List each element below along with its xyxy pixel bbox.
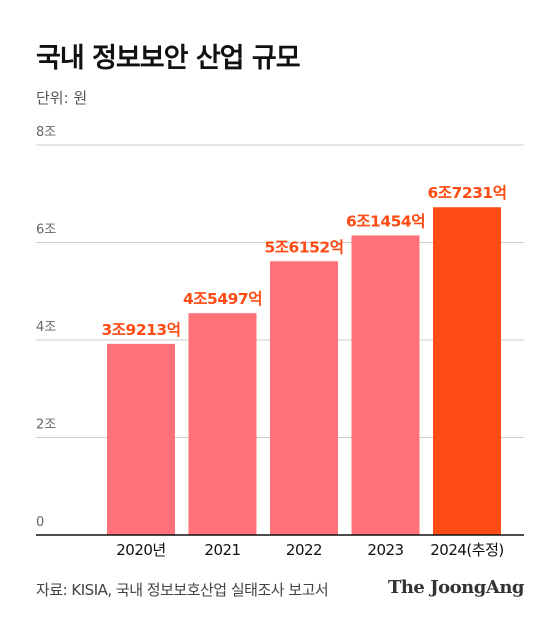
publisher-logo: The JoongAng [387,577,525,598]
axis-layer: 2020년 2021 2022 2023 2024(추정) [36,534,524,559]
bar [188,313,257,535]
y-tick-label: 8조 [36,125,56,140]
data-label: 6조7231억 [428,183,507,202]
y-tick-label: 2조 [36,418,56,433]
data-label: 6조1454억 [346,211,425,230]
bar [270,261,338,535]
y-tick-label: 4조 [36,320,56,335]
bar-layer [107,207,501,535]
x-tick-label: 2023 [367,541,403,559]
bar [107,343,175,535]
source-note: 자료: KISIA, 국내 정보보호산업 실태조사 보고서 [36,581,329,599]
unit-label: 단위: 원 [36,89,88,107]
y-tick-label: 6조 [36,223,56,238]
x-tick-label: 2021 [204,541,240,559]
bar [351,235,420,535]
x-tick-label: 2022 [286,541,322,559]
data-label: 4조5497억 [183,289,262,308]
data-label: 3조9213억 [102,320,181,339]
data-label: 5조6152억 [265,237,344,256]
bar [433,207,501,535]
y-tick-label: 0 [36,515,44,530]
x-tick-label: 2020년 [116,541,165,559]
x-tick-label: 2024(추정) [430,541,503,559]
chart-title: 국내 정보보안 산업 규모 [36,43,301,74]
